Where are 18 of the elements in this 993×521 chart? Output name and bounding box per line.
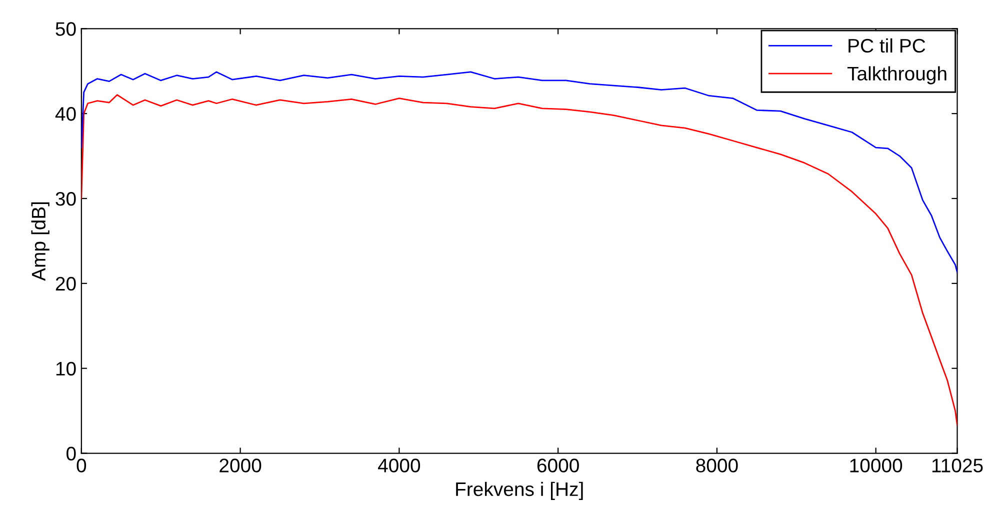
x-tick-label: 6000 xyxy=(537,458,579,472)
y-axis-title: Amp [dB] xyxy=(31,202,50,281)
y-tick-label: 50 xyxy=(56,22,76,36)
line-series xyxy=(81,94,958,426)
x-axis-title: Frekvens i [Hz] xyxy=(456,482,583,500)
x-tick-label: 4000 xyxy=(378,458,420,472)
y-tick-label: 30 xyxy=(56,192,76,206)
y-tick-label: 10 xyxy=(56,362,76,376)
x-tick-label: 2000 xyxy=(220,458,262,472)
legend-label: Talkthrough xyxy=(847,66,946,84)
x-tick-label: 10000 xyxy=(850,458,902,472)
y-tick-label: 40 xyxy=(55,107,76,121)
y-tick-label: 0 xyxy=(66,446,76,461)
x-tick-label: 8000 xyxy=(696,458,738,472)
legend-label: PC til PC xyxy=(848,38,926,53)
x-tick-label: 0 xyxy=(76,458,86,472)
y-tick-label: 20 xyxy=(56,276,76,291)
x-tick-label: 11025 xyxy=(932,458,983,472)
